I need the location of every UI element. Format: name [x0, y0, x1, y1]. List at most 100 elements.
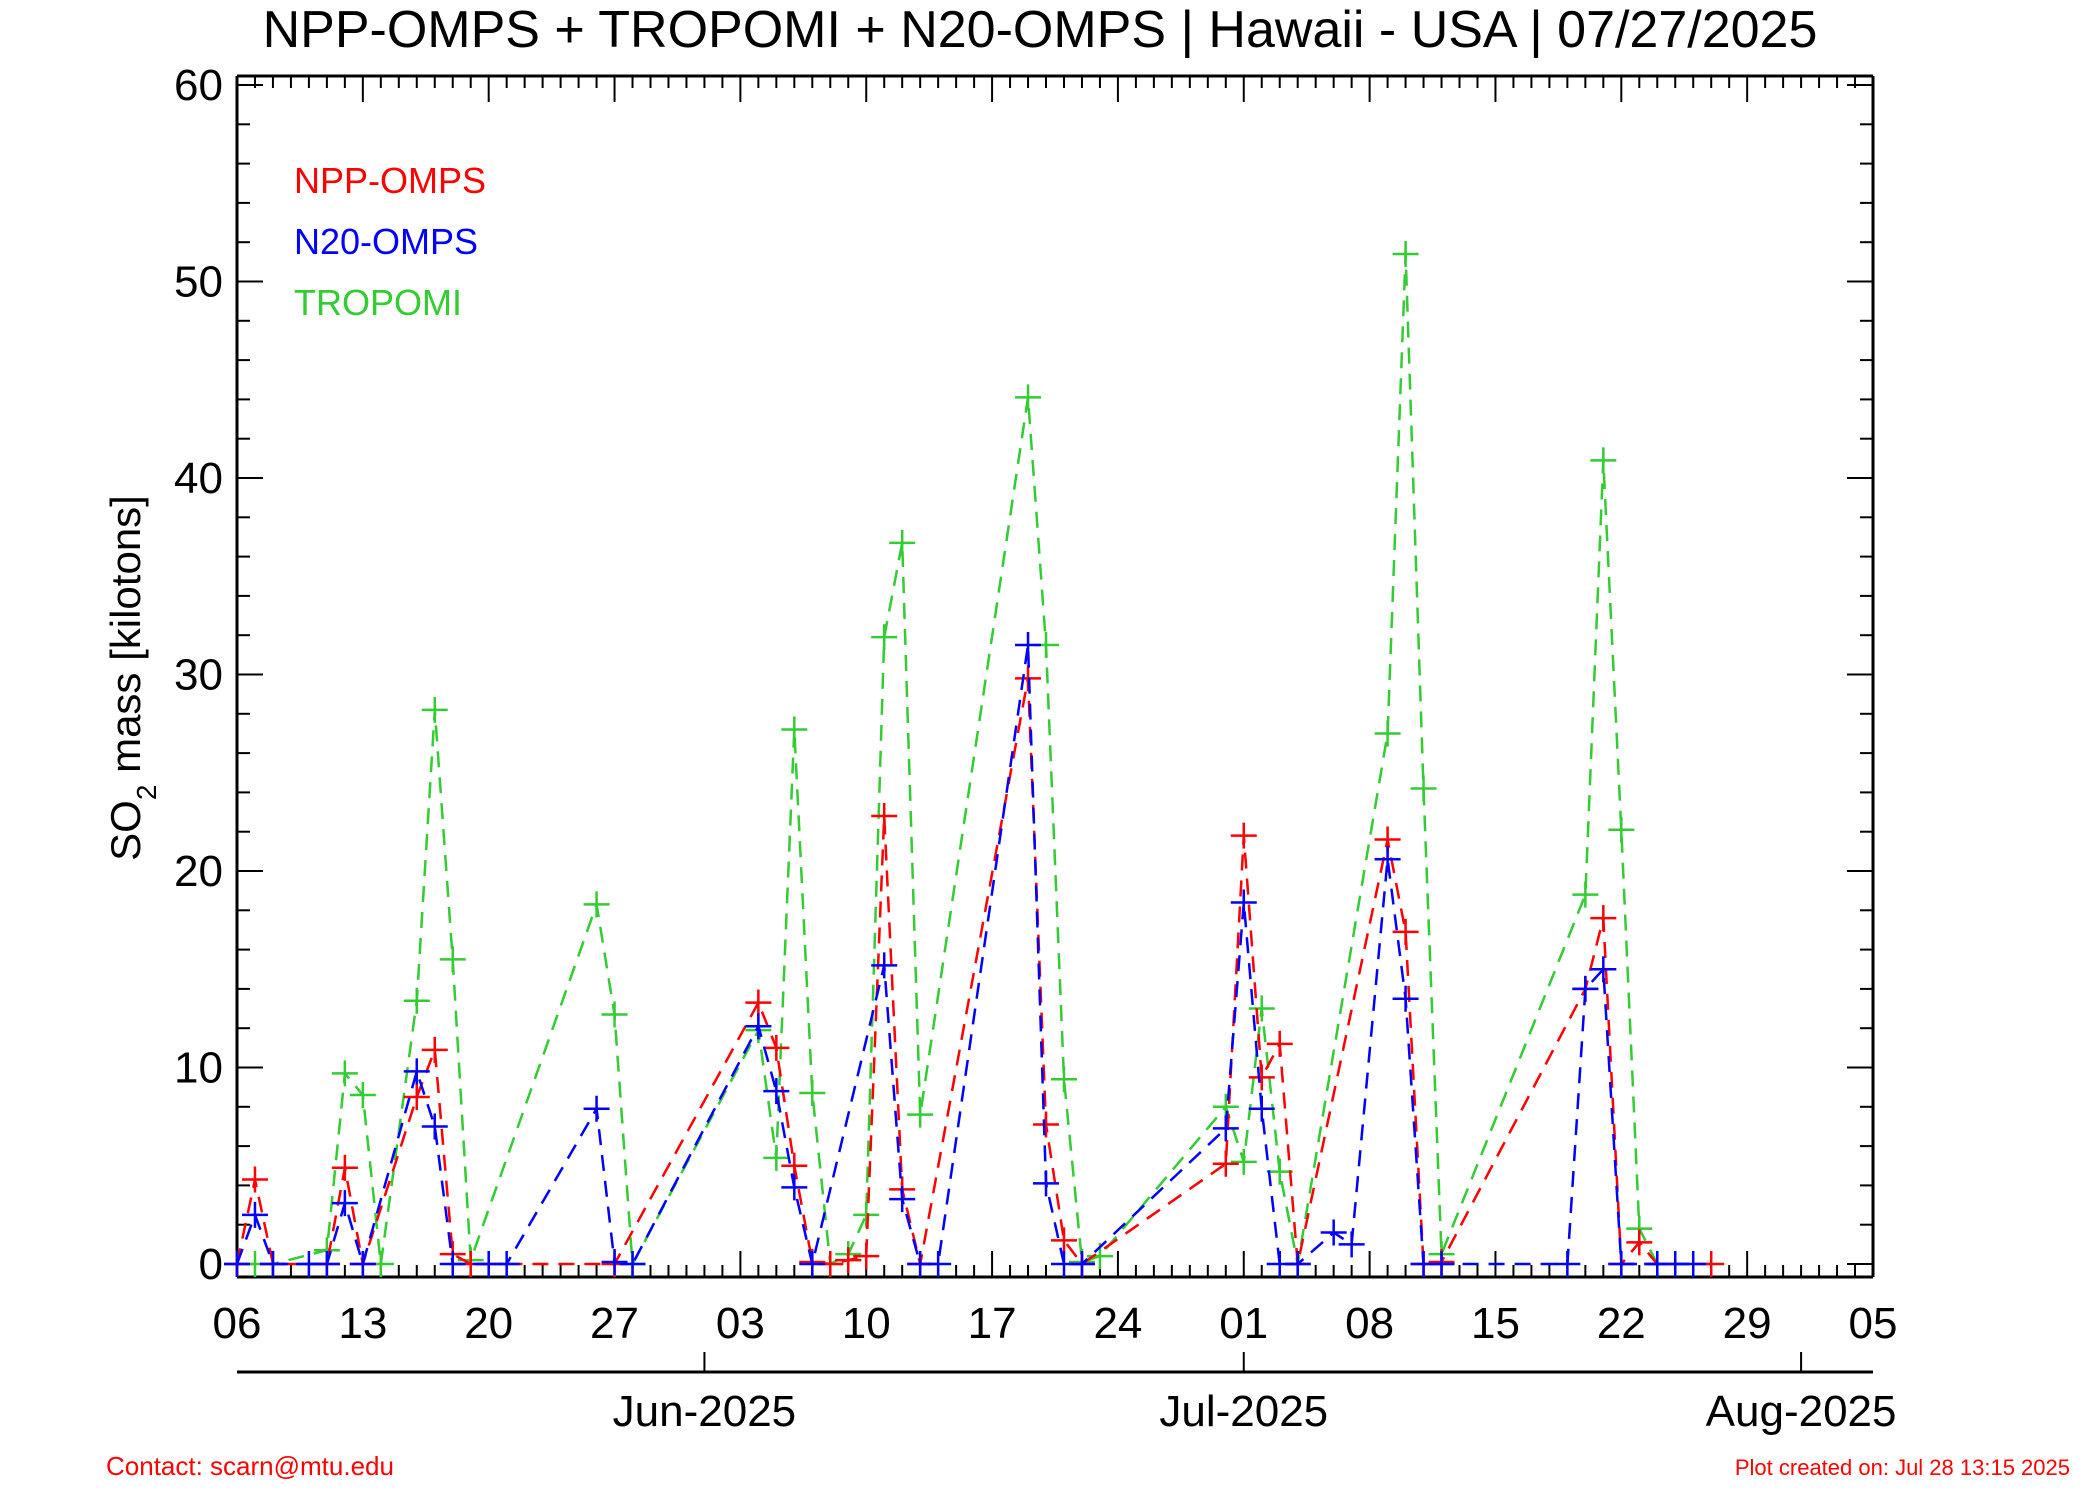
data-point-tropomi — [889, 529, 916, 556]
data-point-n20-omps — [1590, 956, 1617, 983]
data-point-npp-omps — [871, 802, 898, 829]
x-tick-label: 24 — [1093, 1299, 1142, 1348]
data-point-n20-omps — [1338, 1231, 1365, 1258]
legend-entry: N20-OMPS — [294, 221, 478, 262]
data-point-npp-omps — [421, 1036, 448, 1063]
data-point-tropomi — [583, 891, 610, 918]
x-tick-label: 01 — [1219, 1299, 1268, 1348]
data-point-npp-omps — [331, 1154, 358, 1181]
data-point-n20-omps — [439, 1251, 466, 1277]
data-point-n20-omps — [925, 1251, 952, 1277]
data-point-n20-omps — [421, 1113, 448, 1140]
data-point-n20-omps — [1284, 1251, 1311, 1277]
data-point-n20-omps — [259, 1251, 286, 1277]
data-point-n20-omps — [1015, 632, 1042, 659]
data-point-tropomi — [1050, 1066, 1077, 1093]
data-point-n20-omps — [1068, 1251, 1095, 1277]
y-tick-label: 60 — [174, 61, 223, 110]
data-point-n20-omps — [1212, 1115, 1239, 1142]
data-point-n20-omps — [889, 1186, 916, 1213]
data-point-npp-omps — [1626, 1229, 1653, 1256]
data-point-tropomi — [439, 946, 466, 973]
x-tick-label: 27 — [590, 1299, 639, 1348]
x-tick-label: 03 — [716, 1299, 765, 1348]
y-tick-label: 0 — [199, 1240, 223, 1289]
x-tick-label: 22 — [1597, 1299, 1646, 1348]
x-tick-label: 17 — [968, 1299, 1017, 1348]
data-point-tropomi — [349, 1082, 376, 1109]
data-point-n20-omps — [403, 1058, 430, 1085]
data-point-npp-omps — [745, 989, 772, 1016]
x-tick-label: 10 — [842, 1299, 891, 1348]
legend-entry: NPP-OMPS — [294, 160, 486, 201]
month-label: Aug-2025 — [1706, 1387, 1897, 1436]
series-tropomi — [224, 240, 1671, 1277]
data-point-n20-omps — [241, 1201, 268, 1228]
data-point-n20-omps — [781, 1174, 808, 1201]
data-point-tropomi — [1392, 240, 1419, 267]
x-tick-label: 15 — [1471, 1299, 1520, 1348]
data-point-n20-omps — [1554, 1251, 1581, 1277]
data-point-npp-omps — [403, 1083, 430, 1110]
data-point-n20-omps — [619, 1251, 646, 1277]
series-layer — [224, 240, 1725, 1277]
x-tick-label: 06 — [213, 1299, 262, 1348]
data-point-tropomi — [601, 1001, 628, 1028]
data-point-npp-omps — [835, 1247, 862, 1274]
data-point-n20-omps — [1320, 1219, 1347, 1246]
footer-contact: Contact: scarn@mtu.edu — [106, 1451, 394, 1481]
y-axis-label-rest: mass [kilotons] — [102, 495, 149, 784]
data-point-n20-omps — [349, 1251, 376, 1277]
data-point-npp-omps — [763, 1034, 790, 1061]
data-point-npp-omps — [853, 1243, 880, 1270]
data-point-npp-omps — [1230, 822, 1257, 849]
data-point-tropomi — [403, 987, 430, 1014]
y-axis-label-subscript: 2 — [131, 785, 162, 801]
series-line-npp-omps — [235, 678, 1712, 1268]
data-point-n20-omps — [224, 1251, 250, 1277]
data-point-tropomi — [331, 1060, 358, 1087]
data-point-n20-omps — [745, 1013, 772, 1040]
x-tick-label: 05 — [1849, 1299, 1898, 1348]
data-point-tropomi — [853, 1201, 880, 1228]
data-point-tropomi — [1015, 384, 1042, 411]
data-point-n20-omps — [583, 1095, 610, 1122]
legend: NPP-OMPS N20-OMPS TROPOMI — [294, 160, 486, 323]
chart-title: NPP-OMPS + TROPOMI + N20-OMPS | Hawaii -… — [263, 1, 1818, 59]
data-point-tropomi — [1590, 447, 1617, 474]
data-point-tropomi — [1230, 1148, 1257, 1175]
data-point-tropomi — [421, 696, 448, 723]
data-point-n20-omps — [1680, 1251, 1707, 1277]
series-line-n20-omps — [235, 644, 1694, 1269]
y-tick-label: 30 — [174, 651, 223, 700]
data-point-npp-omps — [1050, 1227, 1077, 1254]
footer-created: Plot created on: Jul 28 13:15 2025 — [1735, 1455, 2070, 1480]
y-axis-label: SO2 mass [kilotons] — [102, 495, 162, 861]
data-point-npp-omps — [1248, 1064, 1275, 1091]
x-tick-label: 08 — [1345, 1299, 1394, 1348]
data-point-n20-omps — [1230, 889, 1257, 916]
data-point-npp-omps — [1590, 905, 1617, 932]
axis-ticks: 0 10 20 30 40 50 60 06 13 20 27 03 10 17 24 01 08 15 22 29 0… — [174, 61, 1897, 1436]
data-point-tropomi — [799, 1080, 826, 1107]
data-point-n20-omps — [1248, 1095, 1275, 1122]
data-point-n20-omps — [1392, 985, 1419, 1012]
data-point-npp-omps — [1212, 1150, 1239, 1177]
y-axis-label-main: SO — [102, 800, 149, 861]
data-point-npp-omps — [1392, 918, 1419, 945]
y-tick-label: 50 — [174, 258, 223, 307]
data-point-npp-omps — [1266, 1030, 1293, 1057]
legend-entry: TROPOMI — [294, 282, 462, 323]
y-tick-label: 10 — [174, 1044, 223, 1093]
data-point-tropomi — [1248, 995, 1275, 1022]
data-point-tropomi — [763, 1144, 790, 1171]
month-label: Jun-2025 — [613, 1387, 796, 1436]
data-point-tropomi — [871, 624, 898, 651]
data-point-tropomi — [781, 716, 808, 743]
x-tick-label: 13 — [338, 1299, 387, 1348]
data-point-tropomi — [1410, 775, 1437, 802]
data-point-n20-omps — [331, 1190, 358, 1217]
data-point-n20-omps — [313, 1251, 340, 1277]
y-tick-label: 40 — [174, 454, 223, 503]
